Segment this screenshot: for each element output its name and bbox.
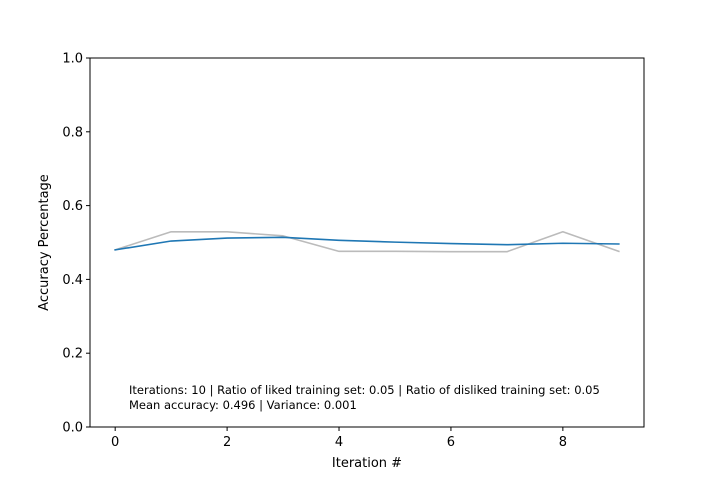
annotation-line-1: Iterations: 10 | Ratio of liked training…	[129, 383, 600, 397]
y-axis-label: Accuracy Percentage	[37, 174, 52, 311]
y-tick-label: 0.6	[62, 199, 83, 214]
series-layer	[114, 231, 620, 253]
x-tick-label: 4	[335, 435, 343, 450]
x-tick-label: 8	[559, 435, 567, 450]
x-axis-ticks: 0 2 4 6 8	[111, 427, 567, 450]
y-tick-label: 1.0	[62, 52, 83, 67]
y-tick-label: 0.2	[62, 347, 83, 362]
y-axis-ticks: 0.0 0.2 0.4 0.6 0.8 1.0	[62, 52, 90, 436]
x-tick-label: 6	[447, 435, 455, 450]
series-line-0	[114, 231, 620, 253]
plot-area	[90, 58, 644, 427]
x-axis-label: Iteration #	[332, 456, 402, 471]
y-tick-label: 0.0	[62, 421, 83, 436]
x-tick-label: 2	[223, 435, 231, 450]
annotation-line-2: Mean accuracy: 0.496 | Variance: 0.001	[129, 398, 357, 412]
y-tick-label: 0.8	[62, 125, 83, 140]
plot-frame	[89, 57, 645, 428]
y-tick-label: 0.4	[62, 273, 83, 288]
series-line-1	[114, 236, 620, 251]
x-tick-label: 0	[111, 435, 119, 450]
